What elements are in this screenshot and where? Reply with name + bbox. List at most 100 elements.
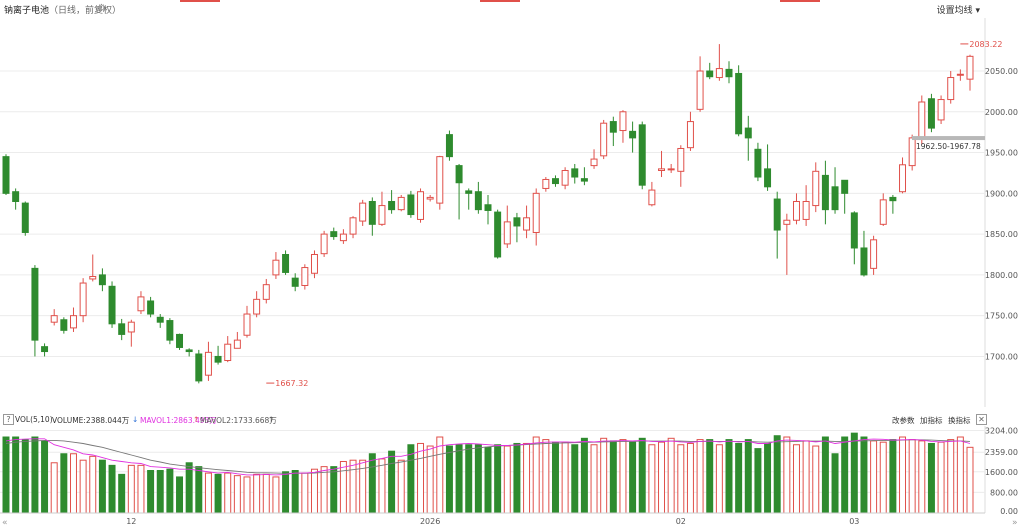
candle-up (899, 164, 907, 193)
volume-bar-down (821, 436, 829, 514)
candle-up (908, 137, 916, 167)
volume-bar-up (349, 459, 357, 514)
volume-bar-down (850, 432, 858, 514)
candle-up (89, 276, 97, 280)
help-icon[interactable]: ? (3, 414, 14, 425)
candle-up (956, 73, 964, 76)
candle-up (648, 189, 656, 206)
candle-up (253, 298, 261, 315)
x-axis: 122026020304«» (0, 512, 1018, 528)
candle-down (764, 168, 772, 188)
candle-down (98, 274, 106, 286)
chart-title: 钠离子电池（日线，前复权） (4, 3, 121, 16)
mavol2-value: MAVOL2:1733.668万 (200, 416, 277, 425)
volume-grid (0, 426, 986, 513)
volume-bar-down (445, 445, 453, 514)
candlestick-chart[interactable]: 1700.00 1750.00 1800.00 1850.00 1900.00 1950.… (0, 0, 1024, 412)
candle-up (436, 156, 444, 204)
volume-bar-down (12, 436, 20, 514)
top-accent-mark (180, 0, 220, 2)
volume-bar-down (735, 442, 743, 514)
candle-down (860, 247, 868, 276)
price-tick-label: 1800.00 (985, 271, 1018, 280)
candle-down (176, 333, 184, 348)
volume-bar-down (31, 436, 39, 514)
volume-bar-down (629, 441, 637, 514)
candle-down (147, 300, 155, 315)
set-ma-button[interactable]: 设置均线 ▾ (937, 3, 980, 16)
price-tick-label: 1700.00 (985, 352, 1018, 361)
candles (2, 44, 974, 384)
down-arrow-icon: ↓ (132, 415, 139, 424)
volume-bar-up (658, 441, 666, 514)
volume-bar-down (214, 473, 222, 514)
candle-down (927, 98, 935, 129)
volume-bar-down (513, 442, 521, 514)
volume-bar-down (764, 442, 772, 514)
candle-down (214, 355, 222, 363)
volume-tick-label: 1600.00 (985, 468, 1018, 477)
volume-bar-up (253, 473, 261, 514)
close-icon[interactable]: ✕ (976, 414, 987, 425)
volume-chart[interactable]: 800.00 1600.00 2359.00 3204.00 0.00 12 2026 02… (0, 426, 1024, 529)
price-tick-label: 1750.00 (985, 312, 1018, 321)
volume-bar-up (301, 472, 309, 514)
volume-bar-up (69, 453, 77, 514)
switch-indicator-button[interactable]: 换指标 (948, 416, 971, 425)
volume-bar-down (147, 470, 155, 514)
volume-bar-down (465, 444, 473, 514)
volume-bar-up (397, 459, 405, 514)
candle-up (783, 219, 791, 225)
volume-tick-label: 3204.00 (985, 426, 1018, 435)
candle-up (947, 77, 955, 101)
volume-bar-down (494, 444, 502, 514)
volume-bar-down (551, 441, 559, 514)
candle-down (551, 178, 559, 185)
candle-down (166, 320, 174, 341)
volume-bar-up (947, 439, 955, 514)
candle-up (542, 178, 550, 189)
vol-current-value: VOLUME:2388.044万 (52, 416, 130, 425)
candle-down (850, 212, 858, 249)
volume-bar-up (937, 441, 945, 514)
candle-up (233, 339, 241, 349)
volume-bar-up (561, 441, 569, 514)
candle-up (686, 121, 694, 149)
candle-up (600, 122, 608, 157)
candle-down (60, 319, 68, 331)
candle-up (532, 192, 540, 233)
volume-bar-down (98, 459, 106, 514)
candle-down (21, 202, 29, 233)
volume-bar-down (725, 439, 733, 514)
volume-bar-up (127, 464, 135, 514)
mavol1-line (5, 438, 971, 476)
volume-bar-up (378, 458, 386, 514)
change-params-button[interactable]: 改参数 (892, 416, 915, 425)
scroll-left-icon: « (2, 518, 8, 528)
candle-up (397, 196, 405, 211)
candle-up (301, 267, 309, 286)
candle-up (812, 170, 820, 207)
volume-bar-up (696, 439, 704, 514)
set-ma-label: 设置均线 (936, 6, 973, 16)
candle-down (118, 323, 126, 335)
candle-up (619, 111, 627, 132)
volume-bar-up (79, 459, 87, 514)
volume-bar-up (802, 440, 810, 514)
candle-up (50, 315, 58, 323)
top-accent-mark (780, 0, 820, 2)
candle-down (821, 174, 829, 211)
volume-bar-up (417, 442, 425, 514)
gear-icon[interactable]: ⚙ (97, 3, 106, 14)
candle-down (609, 121, 617, 133)
candle-up (918, 101, 926, 141)
volume-bar-down (754, 448, 762, 514)
volume-bar-up (715, 444, 723, 514)
volume-bar-down (60, 453, 68, 514)
volume-bar-down (185, 462, 193, 514)
candle-up (802, 200, 810, 220)
volume-bar-up (870, 440, 878, 514)
add-indicator-button[interactable]: 加指标 (920, 416, 943, 425)
volume-bar-up (310, 468, 318, 514)
volume-bar-up (918, 440, 926, 514)
